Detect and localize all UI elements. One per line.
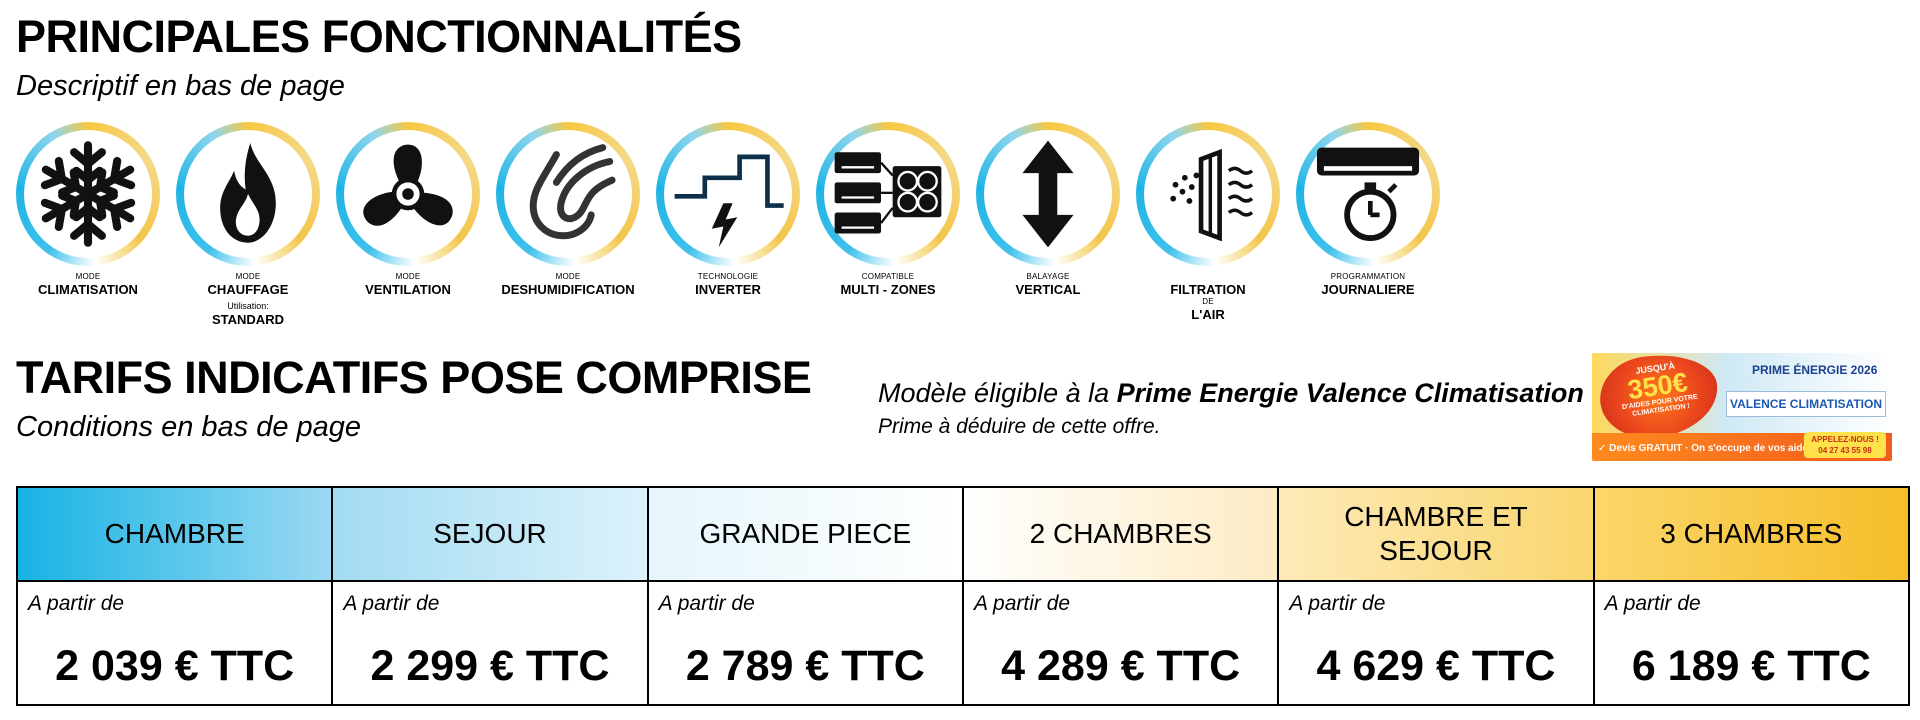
feature-caption-small: TECHNOLOGIE (697, 272, 759, 281)
price-value: 2 789 € TTC (685, 642, 925, 690)
timer-ac-icon (1316, 147, 1420, 241)
from-label: A partir de (343, 592, 440, 615)
features-title: PRINCIPALES FONCTIONNALITÉS (16, 11, 742, 62)
banner-call-label: APPELEZ-NOUS ! (1811, 435, 1879, 444)
aid-amount-burst: JUSQU'À 350€ D'AIDES POUR VOTRE CLIMATIS… (1594, 353, 1724, 445)
feature-caption: FILTRATION (1170, 282, 1246, 297)
air-filter-icon (1170, 148, 1254, 242)
feature-filtration: FILTRATION DE L'AIR (1128, 122, 1288, 322)
feature-caption-small: PROGRAMMATION (1330, 272, 1406, 281)
prime-energie-banner[interactable]: JUSQU'À 350€ D'AIDES POUR VOTRE CLIMATIS… (1592, 353, 1892, 461)
feature-caption: VERTICAL (1015, 282, 1081, 297)
feature-chauffage: MODE CHAUFFAGE Utilisation: STANDARD (168, 122, 328, 327)
price-cell: A partir de 2 789 € TTC (646, 580, 964, 706)
price-header-sejour: SEJOUR (331, 486, 649, 582)
feature-caption-small: BALAYAGE (1026, 272, 1070, 281)
banner-title: PRIME ÉNERGIE 2026 (1752, 363, 1878, 377)
price-table-row: A partir de 2 039 € TTC A partir de 2 29… (15, 580, 1911, 706)
feature-badge (976, 122, 1120, 266)
price-value: 4 629 € TTC (1316, 642, 1556, 690)
price-table-header-row: CHAMBRE SEJOUR GRANDE PIECE 2 CHAMBRES C… (15, 486, 1911, 582)
vertical-arrow-icon (1022, 140, 1074, 248)
feature-badge (816, 122, 960, 266)
feature-climatisation: MODE CLIMATISATION (8, 122, 168, 297)
feature-badge (1136, 122, 1280, 266)
from-label: A partir de (1289, 592, 1386, 615)
price-header-2-chambres: 2 CHAMBRES (961, 486, 1280, 582)
price-header-grande-piece: GRANDE PIECE (646, 486, 964, 582)
feature-caption: CLIMATISATION (38, 282, 138, 297)
feature-caption-small: COMPATIBLE (861, 272, 915, 281)
from-label: A partir de (973, 592, 1071, 615)
features-subtitle: Descriptif en bas de page (16, 70, 345, 102)
price-value: 4 289 € TTC (1001, 642, 1241, 690)
feature-multi-zones: COMPATIBLE MULTI - ZONES (808, 122, 968, 297)
feature-badge (176, 122, 320, 266)
feature-badge (656, 122, 800, 266)
tarifs-subtitle: Conditions en bas de page (16, 411, 362, 443)
feature-caption-2: L'AIR (1191, 307, 1225, 322)
price-cell: A partir de 6 189 € TTC (1592, 580, 1911, 706)
feature-ventilation: MODE VENTILATION (328, 122, 488, 297)
price-value: 2 039 € TTC (55, 642, 295, 690)
feature-caption: INVERTER (695, 282, 761, 297)
feature-caption: DESHUMIDIFICATION (501, 282, 635, 297)
feature-badge (16, 122, 160, 266)
banner-devis-text: ✓ Devis GRATUIT · On s'occupe de vos aid… (1598, 443, 1820, 454)
tarifs-title: TARIFS INDICATIFS POSE COMPRISE (16, 352, 812, 403)
inverter-lightning-icon (674, 154, 784, 248)
feature-usage-value: STANDARD (212, 312, 284, 327)
feature-caption: VENTILATION (365, 282, 451, 297)
price-header-3-chambres: 3 CHAMBRES (1592, 486, 1911, 582)
feature-inverter: TECHNOLOGIE INVERTER (648, 122, 808, 297)
feature-vertical: BALAYAGE VERTICAL (968, 122, 1128, 297)
price-cell: A partir de 4 289 € TTC (961, 580, 1280, 706)
feature-badge (336, 122, 480, 266)
price-table: CHAMBRE SEJOUR GRANDE PIECE 2 CHAMBRES C… (15, 486, 1911, 706)
droplet-wind-icon (529, 144, 616, 240)
from-label: A partir de (658, 592, 755, 615)
banner-company-name: VALENCE CLIMATISATION (1726, 391, 1886, 417)
feature-caption-small: DE (1202, 297, 1214, 306)
feature-caption-small: MODE (555, 272, 581, 281)
banner-phone: 04 27 43 55 98 (1818, 446, 1872, 455)
feature-usage-label: Utilisation: (227, 301, 269, 311)
price-cell: A partir de 4 629 € TTC (1277, 580, 1595, 706)
prime-eligibility: Modèle éligible à la Prime Energie Valen… (878, 378, 1584, 439)
feature-caption: CHAUFFAGE (207, 282, 289, 297)
feature-deshumidification: MODE DESHUMIDIFICATION (488, 122, 648, 297)
feature-caption: JOURNALIERE (1321, 282, 1415, 297)
feature-caption-small: MODE (235, 272, 261, 281)
feature-badge (496, 122, 640, 266)
feature-caption-small: MODE (75, 272, 101, 281)
snowflake-icon (30, 141, 146, 252)
prime-line-1: Modèle éligible à la Prime Energie Valen… (878, 378, 1584, 409)
multi-zone-units-icon (834, 152, 942, 234)
feature-badge (1296, 122, 1440, 266)
price-value: 6 189 € TTC (1631, 642, 1871, 690)
feature-programmation: PROGRAMMATION JOURNALIERE (1288, 122, 1448, 297)
banner-call-box[interactable]: APPELEZ-NOUS ! 04 27 43 55 98 (1804, 432, 1886, 458)
price-cell: A partir de 2 299 € TTC (331, 580, 649, 706)
fan-icon (358, 144, 458, 232)
flame-icon (220, 142, 276, 243)
price-value: 2 299 € TTC (370, 642, 610, 690)
from-label: A partir de (1604, 592, 1701, 615)
price-header-chambre: CHAMBRE (15, 486, 334, 582)
price-header-chambre-et-sejour: CHAMBRE ET SEJOUR (1277, 486, 1595, 582)
price-cell: A partir de 2 039 € TTC (15, 580, 334, 706)
feature-caption: MULTI - ZONES (840, 282, 936, 297)
from-label: A partir de (28, 592, 125, 615)
prime-line-2: Prime à déduire de cette offre. (878, 415, 1161, 438)
feature-caption-small: MODE (395, 272, 421, 281)
prime-prefix: Modèle éligible à la (878, 378, 1117, 408)
features-row: MODE CLIMATISATION MODE CHAUFFAGE Utilis… (8, 122, 1448, 332)
prime-program-name: Prime Energie Valence Climatisation (1116, 378, 1584, 408)
